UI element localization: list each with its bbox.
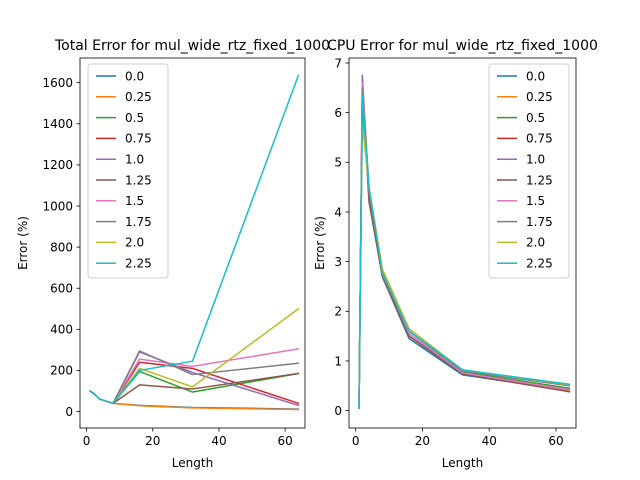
x-tick-label: 60 — [278, 434, 293, 448]
x-axis-label: Length — [172, 456, 213, 470]
legend-label: 0.75 — [526, 132, 553, 146]
legend-label: 1.5 — [125, 194, 144, 208]
legend-label: 2.25 — [526, 257, 553, 271]
y-tick-label: 5 — [334, 156, 342, 170]
x-tick-label: 20 — [415, 434, 430, 448]
y-tick-label: 800 — [50, 240, 73, 254]
y-axis-label: Error (%) — [16, 216, 30, 270]
y-tick-label: 4 — [334, 205, 342, 219]
legend-label: 1.0 — [125, 153, 144, 167]
legend-label: 0.75 — [125, 132, 152, 146]
x-tick-label: 40 — [482, 434, 497, 448]
legend-label: 1.25 — [125, 173, 152, 187]
series-line-0-9 — [88, 74, 300, 405]
x-tick-label: 0 — [83, 434, 91, 448]
legend-label: 0.5 — [526, 111, 545, 125]
chart-title: CPU Error for mul_wide_rtz_fixed_1000 — [327, 38, 598, 54]
x-tick-label: 40 — [211, 434, 226, 448]
legend-label: 0.25 — [526, 90, 553, 104]
y-tick-label: 3 — [334, 255, 342, 269]
y-tick-label: 0 — [65, 405, 73, 419]
y-tick-label: 400 — [50, 323, 73, 337]
axes-frame — [79, 57, 306, 429]
legend: 0.0 0.25 0.5 0.75 1.0 1.25 1.5 1.75 2.0 2.25 — [87, 63, 169, 279]
legend-label: 1.25 — [526, 173, 553, 187]
legend-label: 1.5 — [526, 194, 545, 208]
x-axis-label: Length — [442, 456, 483, 470]
legend-label: 2.25 — [125, 257, 152, 271]
y-tick-label: 7 — [334, 56, 342, 70]
y-tick-label: 2 — [334, 305, 342, 319]
chart-panel-0: 0 20 40 6002004006008001000120014001600Leng… — [16, 38, 330, 470]
y-tick-label: 600 — [50, 282, 73, 296]
chart-panel-1: 0 20 40 60 0 1 2 3 4 5 6 7 Length Error (%) CPU Error … — [313, 38, 598, 470]
axes-frame — [348, 57, 577, 429]
legend: 0.0 0.25 0.5 0.75 1.0 1.25 1.5 1.75 2.0 2.25 — [488, 63, 570, 279]
x-tick-label: 60 — [548, 434, 563, 448]
y-tick-label: 6 — [334, 106, 342, 120]
x-tick-label: 20 — [145, 434, 160, 448]
y-tick-label: 1400 — [42, 117, 73, 131]
legend-label: 2.0 — [526, 236, 545, 250]
series-line-1-9 — [358, 94, 571, 409]
legend-label: 1.0 — [526, 153, 545, 167]
y-tick-label: 1000 — [42, 199, 73, 213]
legend-label: 0.5 — [125, 111, 144, 125]
y-tick-label: 1200 — [42, 158, 73, 172]
y-tick-label: 1 — [334, 354, 342, 368]
legend-label: 1.75 — [125, 215, 152, 229]
legend-label: 0.0 — [125, 69, 144, 83]
legend-label: 0.0 — [526, 69, 545, 83]
legend-label: 1.75 — [526, 215, 553, 229]
y-axis-label: Error (%) — [313, 216, 327, 270]
legend-label: 2.0 — [125, 236, 144, 250]
y-tick-label: 0 — [334, 404, 342, 418]
y-tick-label: 200 — [50, 364, 73, 378]
x-tick-label: 0 — [352, 434, 360, 448]
legend-label: 0.25 — [125, 90, 152, 104]
chart-title: Total Error for mul_wide_rtz_fixed_1000 — [54, 38, 330, 54]
y-tick-label: 1600 — [42, 76, 73, 90]
